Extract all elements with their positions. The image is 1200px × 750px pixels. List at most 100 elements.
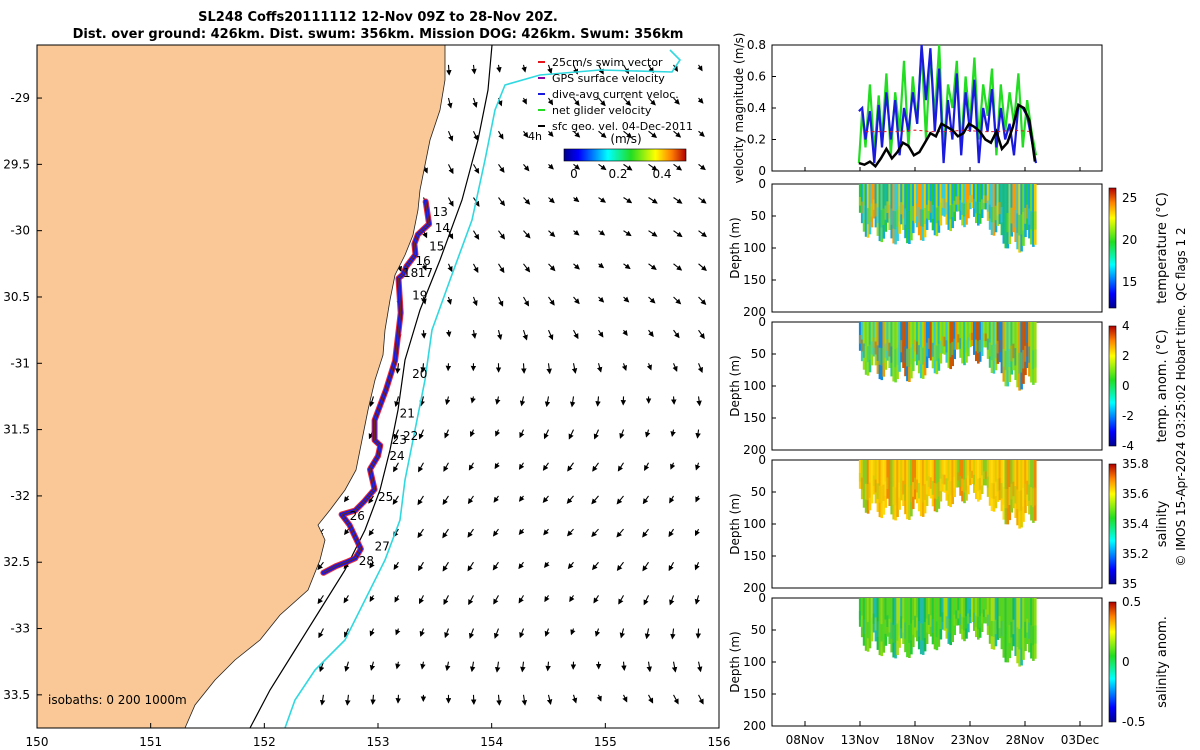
temp_anom-cell	[921, 347, 925, 365]
temperature-cell	[931, 204, 935, 219]
current-vector	[698, 197, 707, 204]
current-vector	[447, 130, 454, 142]
temperature-cell	[912, 206, 915, 221]
current-vector	[518, 495, 525, 502]
salinity-cell	[919, 485, 923, 503]
salinity-cell	[888, 480, 891, 495]
salinity-ctick-label: 35.2	[1122, 547, 1149, 561]
temp_anom-cell	[868, 344, 872, 360]
sal_anom-cell	[1004, 626, 1008, 647]
temp_anom-cell	[951, 341, 954, 355]
current-vector	[573, 263, 580, 270]
current-vector	[568, 429, 575, 440]
sal_anom-ytick-label: 200	[743, 719, 766, 733]
current-vector	[695, 462, 701, 471]
current-vector	[669, 595, 675, 606]
temp_anom-cell	[1032, 350, 1035, 370]
temperature-cell	[886, 201, 889, 213]
temp_anom-colorbar	[1108, 325, 1117, 447]
temperature-cell	[971, 194, 974, 202]
current-vector	[696, 661, 703, 673]
current-vector	[444, 628, 450, 639]
current-vector	[445, 330, 452, 338]
temp_anom-cell	[1022, 349, 1025, 369]
temperature-ytick-label: 150	[743, 273, 766, 287]
current-vector	[670, 429, 676, 437]
current-vector	[523, 263, 531, 273]
current-vector	[566, 495, 574, 504]
temperature-cell	[902, 204, 905, 219]
current-vector	[343, 595, 349, 604]
salinity-cell	[914, 477, 917, 490]
current-vector	[642, 561, 649, 572]
velocity-ytick-label: 0	[758, 164, 766, 178]
current-vector	[619, 628, 625, 639]
current-vector	[698, 163, 706, 171]
temperature-cell	[980, 199, 984, 210]
current-vector	[472, 97, 478, 108]
current-vector	[548, 296, 555, 306]
temp_anom-cell	[971, 332, 974, 340]
speed-colorbar	[563, 148, 687, 162]
temperature-cell	[996, 202, 1000, 216]
current-vector	[573, 229, 580, 236]
salinity-cell	[977, 478, 980, 492]
current-vector	[673, 197, 683, 204]
map-ytick-label: 29.5	[3, 157, 30, 171]
salinity-cell	[937, 481, 941, 497]
temp_anom-cell	[890, 346, 893, 363]
salinity-cell	[990, 482, 994, 499]
current-vector	[468, 595, 474, 606]
temperature-cell	[862, 205, 866, 220]
sal_anom-cell	[978, 615, 982, 628]
current-vector	[598, 163, 607, 171]
current-vector	[544, 561, 550, 568]
current-vector	[546, 694, 553, 705]
current-vector	[369, 396, 375, 407]
day-label-13: 13	[433, 205, 448, 219]
temp_anom-cell	[1030, 349, 1033, 368]
salinity-cell	[975, 477, 978, 490]
sal_anom-cell	[1010, 621, 1013, 638]
salinity-cell	[1010, 483, 1013, 500]
sal_anom-cell	[1012, 619, 1015, 635]
salinity-cell	[882, 484, 886, 501]
current-vector	[317, 595, 324, 605]
legend-sfc-label: sfc geo. vel. 04-Dec-2011	[552, 120, 693, 133]
temp_anom-ytick-label: 150	[743, 411, 766, 425]
sal_anom-cell	[890, 622, 893, 639]
sal_anom-cell	[980, 613, 984, 624]
temperature-cell	[929, 201, 933, 213]
day-label-22: 22	[403, 429, 418, 443]
current-vector	[393, 429, 399, 440]
sal_anom-cell	[876, 621, 880, 637]
salinity-cell	[921, 485, 925, 503]
temperature-cell	[1026, 204, 1029, 219]
map-ytick-label: -31	[10, 356, 30, 370]
salinity-cell	[923, 484, 927, 500]
temp_anom-ylabel: Depth (m)	[728, 355, 742, 416]
temp_anom-cell	[880, 348, 884, 366]
current-vector	[522, 130, 529, 138]
temperature-cell	[959, 200, 962, 211]
sal_anom-cell	[953, 614, 956, 626]
current-vector	[670, 628, 676, 640]
sal_anom-cell	[1016, 627, 1019, 647]
sal_anom-cell	[990, 620, 994, 637]
current-vector	[648, 97, 656, 106]
temperature-cell	[884, 205, 888, 220]
current-vector	[521, 694, 528, 706]
salinity-cell	[933, 483, 937, 499]
sal_anom-cell	[923, 622, 927, 638]
current-vector	[444, 396, 451, 406]
sal_anom-cell	[880, 624, 884, 642]
current-vector	[447, 197, 454, 207]
sal_anom-cell	[1018, 628, 1021, 650]
current-vector	[697, 97, 704, 104]
current-vector	[368, 528, 375, 537]
current-vector	[369, 561, 375, 569]
salinity-cell	[984, 471, 988, 480]
land-mass	[36, 44, 446, 729]
sal_anom-cell	[1026, 618, 1029, 633]
salinity-cell	[973, 474, 976, 485]
